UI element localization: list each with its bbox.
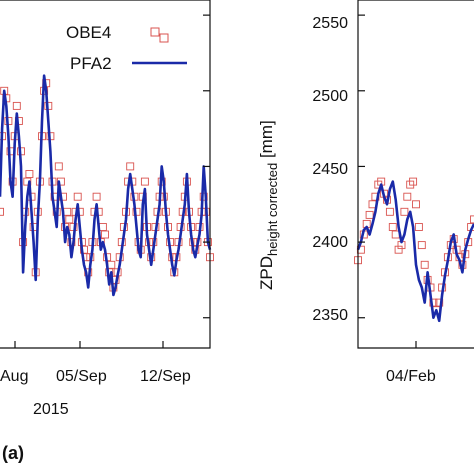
panel-a-marker-obe4 (56, 177, 65, 186)
panel-a-ticks (14, 14, 210, 348)
panel-b-marker-obe4 (391, 230, 400, 239)
panel-a-marker-obe4 (101, 230, 109, 239)
panel-a-marker-obe4 (63, 207, 72, 216)
panel-a-marker-obe4 (98, 223, 107, 231)
panel-b-marker-obe4 (435, 298, 444, 307)
panel-a-series-line-pfa2 (0, 74, 212, 297)
legend-marker-obe4 (150, 27, 160, 37)
legend: OBE4 PFA2 (66, 23, 187, 73)
panel-a-marker-obe4 (92, 192, 101, 201)
panel-a-marker-obe4 (65, 215, 74, 224)
panel-a-marker-obe4 (107, 260, 116, 269)
panel-a-marker-obe4 (59, 192, 67, 201)
x-tick-label-05sep: 05/Sep (56, 368, 107, 385)
panel-b-marker-obe4 (470, 215, 474, 224)
panel-b-plot-area (354, 177, 474, 323)
panel-b-marker-obe4 (365, 210, 374, 219)
y-axis-label-unit: [mm] (257, 120, 276, 163)
panel-a-marker-obe4 (23, 177, 32, 186)
panel-a-marker-obe4 (80, 245, 88, 254)
panel-b-marker-obe4 (400, 207, 409, 216)
panel-a-plot-area (0, 74, 214, 297)
y-tick-label-2400: 2400 (312, 234, 348, 251)
panel-b-marker-obe4 (394, 245, 403, 254)
panel-b-ticks (358, 14, 417, 348)
panel-b-marker-obe4 (420, 260, 429, 269)
panel-label: (a) (2, 443, 24, 463)
panel-a-marker-obe4 (25, 170, 34, 178)
panel-b-marker-obe4 (385, 207, 394, 216)
panel-b-marker-obe4 (403, 192, 412, 201)
panel-a-marker-obe4 (140, 177, 149, 186)
y-axis-label-main: ZPD (257, 256, 276, 290)
panel-b-marker-obe4 (414, 223, 423, 231)
panel-a-marker-obe4 (73, 192, 82, 201)
panel-b-marker-obe4 (409, 177, 418, 186)
y-tick-label-2500: 2500 (312, 88, 348, 105)
y-tick-label-2550: 2550 (312, 15, 348, 32)
panel-b-marker-obe4 (429, 298, 438, 307)
panel-b-marker-obe4 (406, 180, 415, 189)
panel-b-marker-obe4 (412, 200, 420, 209)
x-tick-label-aug: Aug (0, 368, 28, 385)
y-axis-label: ZPDheight corrected [mm] (257, 120, 280, 290)
panel-b-chart: 2550 2500 2450 2400 2350 04/Feb ZPDheigh… (257, 0, 474, 385)
y-tick-label-2450: 2450 (312, 161, 348, 178)
panel-a-marker-obe4 (0, 207, 4, 216)
panel-b-marker-obe4 (417, 241, 426, 250)
panel-a-chart: Aug 05/Sep 12/Sep 2015 (a) OBE4 PFA2 (0, 0, 214, 463)
panel-b-axis-frame (357, 0, 474, 349)
y-tick-label-2350: 2350 (312, 307, 348, 324)
panel-a-marker-obe4 (54, 162, 63, 171)
x-tick-label-04feb: 04/Feb (386, 368, 436, 385)
panel-a-marker-obe4 (12, 101, 21, 110)
y-axis-label-subscript: height corrected (265, 163, 280, 256)
panel-b-series-line-pfa2 (356, 180, 474, 323)
panel-b-marker-obe4 (388, 223, 397, 231)
legend-label-obe4: OBE4 (66, 23, 111, 42)
panel-a-marker-obe4 (126, 162, 135, 171)
legend-label-pfa2: PFA2 (70, 54, 112, 73)
legend-marker-obe4 (159, 33, 169, 43)
year-label: 2015 (33, 401, 69, 418)
panel-a-axis-frame (0, 0, 211, 349)
x-tick-label-12sep: 12/Sep (140, 368, 191, 385)
